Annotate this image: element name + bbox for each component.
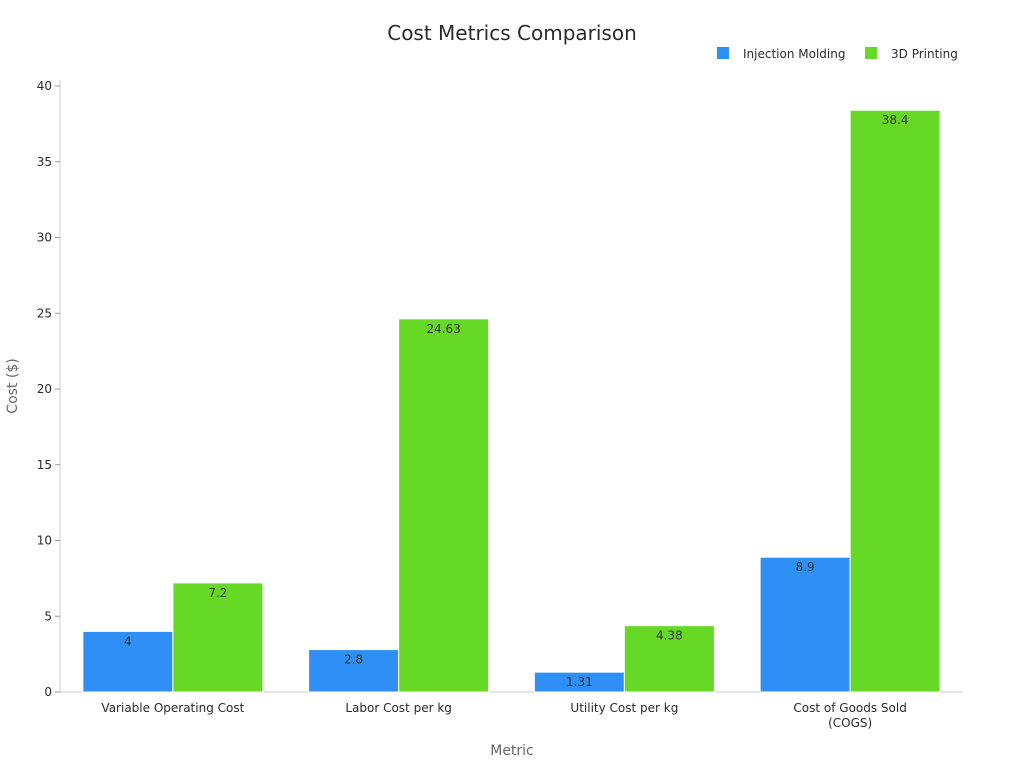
data-label: 7.2 (208, 586, 227, 600)
data-label: 2.8 (344, 653, 363, 667)
y-tick-label: 5 (44, 609, 52, 623)
y-tick-label: 30 (37, 231, 52, 245)
data-label: 38.4 (882, 113, 909, 127)
bar-3d-printing (849, 109, 941, 693)
chart-title: Cost Metrics Comparison (387, 21, 637, 45)
y-tick-label: 40 (37, 79, 52, 93)
y-tick-label: 35 (37, 155, 52, 169)
y-tick-label: 10 (37, 534, 52, 548)
y-axis: 0 5 10 15 20 25 30 35 40 (37, 79, 61, 699)
legend-label: 3D Printing (891, 47, 958, 61)
bar-3d-printing (172, 582, 264, 693)
bar-injection-molding (759, 556, 851, 693)
y-axis-title: Cost ($) (5, 358, 21, 413)
x-tick-label: Variable Operating Cost (101, 701, 244, 715)
y-tick-label: 15 (37, 458, 52, 472)
bar-3d-printing (398, 318, 490, 693)
legend: Injection Molding 3D Printing (717, 47, 958, 61)
bar-injection-molding (82, 630, 174, 693)
x-tick-label: Utility Cost per kg (570, 701, 678, 715)
legend-swatch (865, 47, 877, 59)
data-labels: 4 7.2 2.8 24.63 1.31 4.38 8.9 38.4 (124, 113, 908, 689)
legend-label: Injection Molding (743, 47, 845, 61)
x-tick-label: Labor Cost per kg (345, 701, 452, 715)
data-label: 4 (124, 634, 132, 648)
data-label: 4.38 (656, 629, 683, 643)
data-label: 24.63 (426, 322, 460, 336)
data-label: 8.9 (796, 560, 815, 574)
data-label: 1.31 (566, 675, 593, 689)
x-tick-label: Cost of Goods Sold (COGS) (793, 701, 906, 730)
bar-3d-printing (623, 625, 715, 693)
y-tick-label: 20 (37, 382, 52, 396)
legend-swatch (717, 47, 729, 59)
bars (82, 109, 941, 693)
y-tick-label: 0 (44, 685, 52, 699)
x-axis-title: Metric (490, 743, 534, 759)
y-tick-label: 25 (37, 306, 52, 320)
x-axis: Variable Operating Cost Labor Cost per kg… (60, 691, 963, 730)
